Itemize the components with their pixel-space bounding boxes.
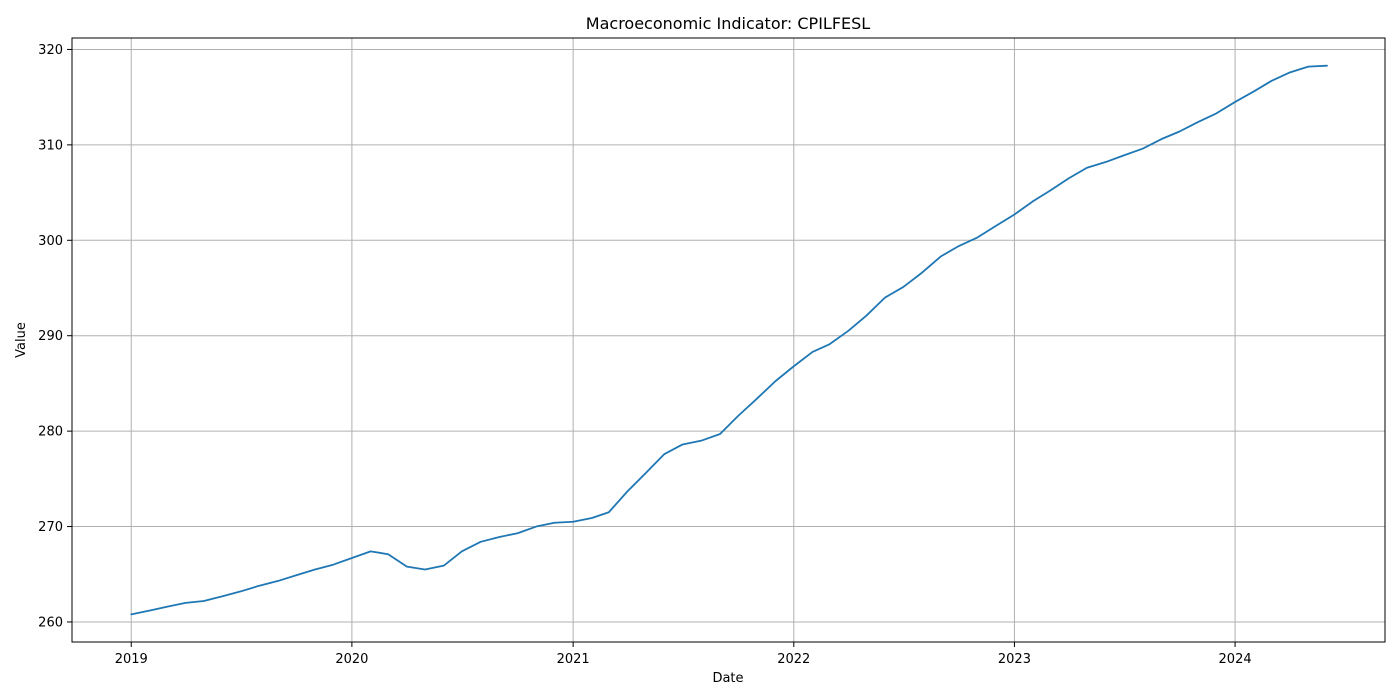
y-tick-label: 290 — [38, 329, 63, 344]
y-tick-label: 300 — [38, 234, 63, 249]
series-line-cpilfesl — [130, 64, 1328, 616]
x-axis-label: Date — [712, 671, 743, 686]
y-tick-label: 310 — [38, 138, 63, 153]
y-axis-label: Value — [14, 322, 29, 358]
x-tick-label: 2023 — [998, 652, 1031, 667]
x-tick-label: 2022 — [777, 652, 810, 667]
x-tick-label: 2019 — [115, 652, 148, 667]
chart-title: Macroeconomic Indicator: CPILFESL — [586, 14, 871, 33]
plot-frame — [71, 37, 1386, 643]
y-tick-label: 320 — [38, 43, 63, 58]
x-tick-label: 2020 — [335, 652, 368, 667]
y-gridlines — [72, 48, 1385, 623]
x-axis-ticks: 2019 2020 2021 2022 2023 2024 — [115, 642, 1252, 667]
y-tick-label: 280 — [38, 425, 63, 440]
x-gridlines — [130, 38, 1236, 642]
x-tick-label: 2024 — [1219, 652, 1252, 667]
y-axis-ticks: 260 270 280 290 300 310 320 — [38, 43, 72, 630]
y-tick-label: 260 — [38, 615, 63, 630]
x-tick-label: 2021 — [557, 652, 590, 667]
y-tick-label: 270 — [38, 520, 63, 535]
